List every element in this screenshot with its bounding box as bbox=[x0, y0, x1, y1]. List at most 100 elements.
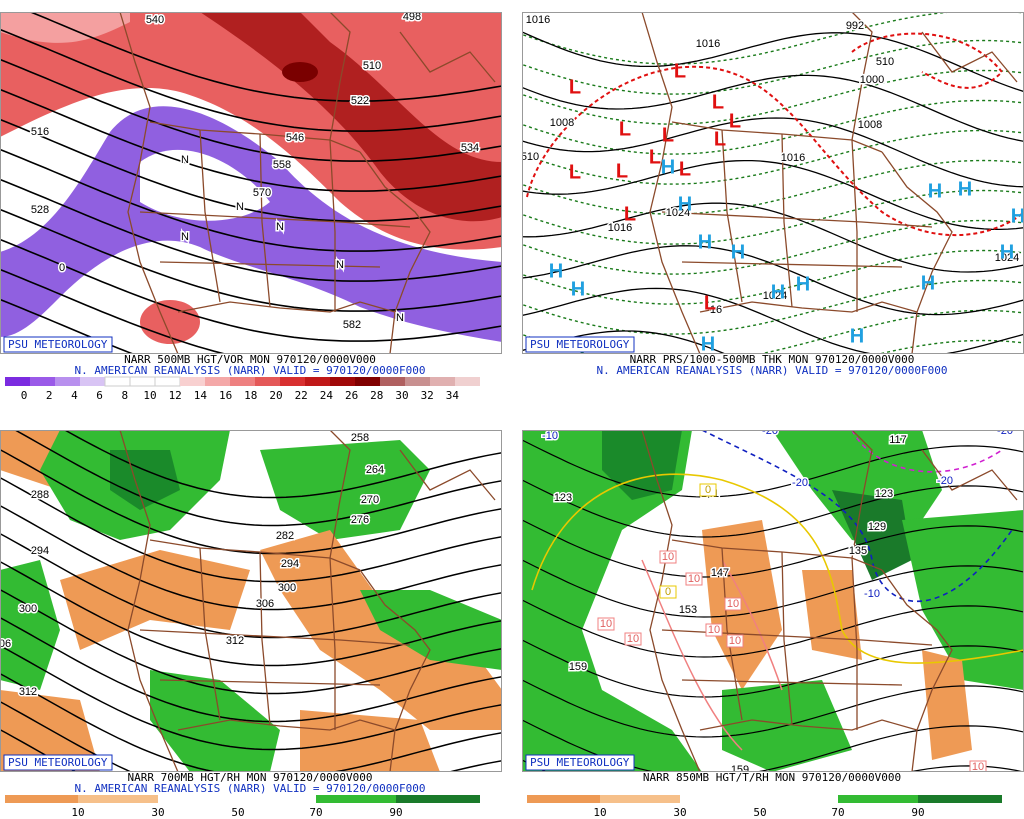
thickness-contour bbox=[522, 159, 1024, 215]
temp-label: 10 bbox=[662, 551, 674, 563]
low-center: L bbox=[712, 91, 724, 113]
height-contour bbox=[522, 559, 1024, 618]
rh-area bbox=[110, 450, 180, 510]
high-center: H bbox=[701, 333, 715, 355]
border bbox=[851, 12, 873, 141]
contour-label: 117 bbox=[889, 434, 907, 446]
contour-label: 06 bbox=[0, 638, 11, 650]
map-area: -10-20-20-20-20-101171231291351411471531… bbox=[522, 430, 1024, 773]
height-contour bbox=[0, 644, 502, 751]
rh-area bbox=[922, 650, 972, 760]
height-contour bbox=[522, 759, 1024, 772]
border bbox=[177, 301, 396, 313]
colorbar-bin bbox=[5, 795, 78, 803]
colorbar-label: 2 bbox=[46, 389, 53, 402]
map-frame bbox=[0, 430, 502, 772]
badge-box bbox=[3, 336, 113, 353]
high-center: H bbox=[958, 178, 972, 200]
high-center: H bbox=[1011, 205, 1024, 227]
temp-label: 10 bbox=[627, 633, 639, 645]
colorbar-bin bbox=[316, 795, 396, 803]
contour-label: N bbox=[276, 221, 284, 233]
high-center: H bbox=[771, 281, 785, 303]
thickness-510 bbox=[851, 32, 1004, 89]
border bbox=[851, 139, 858, 312]
contour-label: 510 bbox=[876, 56, 894, 68]
border bbox=[329, 139, 336, 312]
colorbar-label: 26 bbox=[345, 389, 358, 402]
contour-label: 1016 bbox=[608, 222, 632, 234]
thickness-contour bbox=[522, 309, 1024, 354]
vorticity-negative bbox=[0, 106, 502, 342]
height-contour bbox=[522, 479, 1024, 538]
height-contour bbox=[0, 616, 502, 723]
height-contour bbox=[0, 58, 502, 162]
height-contour bbox=[0, 28, 502, 132]
high-center: H bbox=[549, 260, 563, 282]
height-contour bbox=[13, 430, 502, 527]
border bbox=[119, 430, 179, 772]
low-center: L bbox=[704, 292, 716, 314]
colorbar-label: 22 bbox=[295, 389, 308, 402]
colorbar-label: 8 bbox=[121, 389, 128, 402]
contour-label: 534 bbox=[461, 142, 479, 154]
height-contour bbox=[0, 504, 502, 611]
border bbox=[641, 430, 701, 772]
colorbar-bin bbox=[180, 377, 205, 386]
rh-area bbox=[832, 490, 912, 580]
border bbox=[259, 551, 271, 726]
colorbar-bin bbox=[55, 377, 80, 386]
colorbar-bin bbox=[838, 795, 918, 803]
height-contour bbox=[0, 560, 502, 667]
map-background bbox=[522, 12, 1024, 354]
rh-area bbox=[722, 680, 852, 772]
badge: PSU METEOROLOGY bbox=[8, 338, 108, 351]
low-center: L bbox=[649, 146, 661, 168]
map-area: 1016 1016 992 510 1000 1008 510 1016 1008 1024 101… bbox=[522, 12, 1024, 355]
border bbox=[641, 12, 701, 354]
colorbar-bin bbox=[527, 795, 600, 803]
contour-label: 258 bbox=[351, 432, 369, 444]
contour-label: 276 bbox=[351, 514, 369, 526]
colorbar-bin bbox=[80, 377, 105, 386]
caption: NARR 700MB HGT/RH MON 970120/0000V000 bbox=[127, 771, 372, 784]
contour-label: 147 bbox=[711, 567, 729, 579]
caption: N. AMERICAN REANALYSIS (NARR) VALID = 97… bbox=[75, 364, 426, 377]
temp-label: 10 bbox=[972, 761, 984, 773]
rh-area bbox=[360, 590, 502, 670]
border bbox=[159, 261, 381, 268]
map-area: 258 264 270 276 282 294 300 306 288 294 300 312 312 0… bbox=[0, 430, 502, 772]
contour-label: 522 bbox=[351, 95, 369, 107]
rh-area bbox=[702, 520, 782, 690]
border bbox=[159, 679, 381, 686]
pressure-contour bbox=[522, 202, 1024, 273]
colorbar-bin bbox=[280, 377, 305, 386]
thickness-contour bbox=[522, 129, 1024, 185]
temp-label: 10 bbox=[708, 624, 720, 636]
low-center: L bbox=[674, 60, 686, 82]
badge-box bbox=[525, 336, 635, 353]
border bbox=[199, 129, 221, 303]
height-contour bbox=[522, 519, 1024, 578]
colorbar-bin bbox=[104, 376, 131, 387]
colorbar-label: 6 bbox=[96, 389, 103, 402]
colorbar-label: 90 bbox=[911, 806, 924, 819]
border bbox=[661, 211, 933, 228]
contour-label: 264 bbox=[366, 464, 384, 476]
rh-area bbox=[150, 670, 280, 772]
colorbar-bin bbox=[355, 377, 380, 386]
border bbox=[329, 557, 336, 730]
rh-area bbox=[0, 690, 100, 772]
contour-label: 16 bbox=[710, 304, 722, 316]
temp-zero bbox=[531, 473, 1024, 664]
contour-label: 282 bbox=[276, 530, 294, 542]
contour-label: 570 bbox=[253, 187, 271, 199]
contour-label: 582 bbox=[343, 319, 361, 331]
border bbox=[329, 12, 351, 141]
rh-area bbox=[522, 430, 702, 772]
temp-box bbox=[624, 632, 642, 646]
colorbar-label: 14 bbox=[194, 389, 208, 402]
caption: N. AMERICAN REANALYSIS (NARR) VALID = 97… bbox=[597, 364, 948, 377]
vorticity-light bbox=[0, 12, 130, 43]
